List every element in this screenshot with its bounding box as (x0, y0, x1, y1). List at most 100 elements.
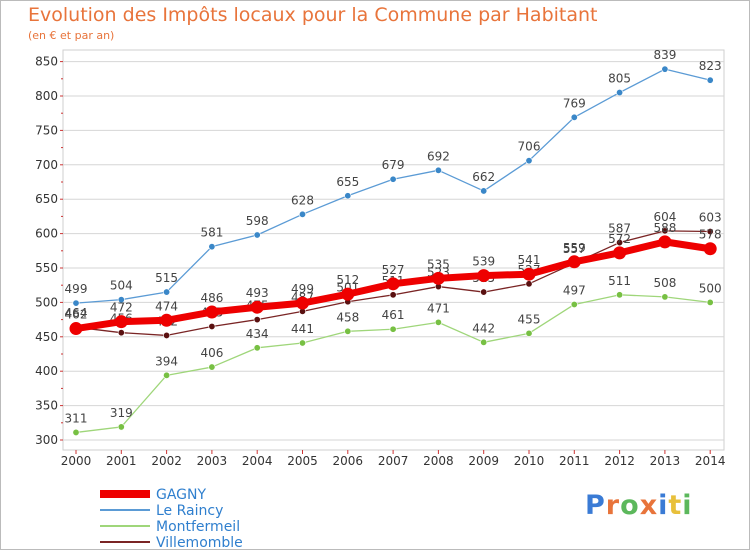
data-point (160, 313, 174, 327)
data-label: 541 (518, 253, 541, 267)
data-point (616, 291, 624, 299)
data-label: 497 (563, 283, 586, 297)
data-label: 499 (65, 282, 88, 296)
legend-label: Montfermeil (156, 519, 240, 535)
data-point (706, 76, 714, 84)
data-label: 679 (382, 158, 405, 172)
x-tick-label: 2002 (151, 454, 182, 468)
x-tick-label: 2009 (468, 454, 499, 468)
data-label: 434 (246, 327, 269, 341)
y-tick-label: 750 (35, 123, 58, 137)
data-label: 471 (427, 301, 450, 315)
logo-letter: P (585, 490, 606, 521)
y-tick-label: 600 (35, 227, 58, 241)
x-tick-label: 2006 (333, 454, 364, 468)
data-point (480, 187, 488, 195)
x-tick-label: 2000 (61, 454, 92, 468)
data-label: 578 (699, 228, 722, 242)
data-label: 823 (699, 59, 722, 73)
data-label: 581 (200, 226, 223, 240)
legend-label: Villemomble (156, 535, 243, 550)
data-label: 394 (155, 354, 178, 368)
x-tick-label: 2014 (695, 454, 726, 468)
x-tick-label: 2003 (197, 454, 228, 468)
logo-letter: o (620, 490, 640, 521)
logo-letter: i (682, 490, 693, 521)
data-point (477, 269, 491, 283)
data-label: 539 (472, 255, 495, 269)
data-label: 462 (65, 308, 88, 322)
data-label: 587 (608, 222, 631, 236)
data-point (658, 235, 672, 249)
data-label: 805 (608, 72, 631, 86)
y-tick-label: 500 (35, 295, 58, 309)
data-point (525, 280, 533, 288)
data-point (703, 242, 717, 256)
data-point (341, 287, 355, 301)
proxiti-logo: Proxiti (585, 490, 693, 521)
data-label: 598 (246, 214, 269, 228)
data-point (431, 271, 445, 285)
data-label: 311 (65, 411, 88, 425)
y-tick-label: 650 (35, 192, 58, 206)
data-point (117, 423, 125, 431)
data-point (570, 300, 578, 308)
logo-letter: x (639, 490, 659, 521)
data-label: 604 (653, 210, 676, 224)
data-point (69, 322, 83, 336)
y-tick-label: 850 (35, 55, 58, 69)
data-point (208, 363, 216, 371)
data-point (72, 428, 80, 436)
logo-letter: i (658, 490, 669, 521)
data-label: 559 (563, 241, 586, 255)
data-point (434, 318, 442, 326)
legend-label: GAGNY (156, 487, 207, 503)
y-tick-label: 450 (35, 330, 58, 344)
x-tick-label: 2008 (423, 454, 454, 468)
data-point (163, 331, 171, 339)
y-tick-label: 800 (35, 89, 58, 103)
data-point (298, 210, 306, 218)
data-point (253, 231, 261, 239)
data-label: 461 (382, 308, 405, 322)
data-label: 839 (653, 48, 676, 62)
data-point (253, 316, 261, 324)
y-tick-label: 700 (35, 158, 58, 172)
data-point (386, 277, 400, 291)
data-label: 472 (110, 301, 133, 315)
data-label: 511 (608, 274, 631, 288)
data-label: 628 (291, 193, 314, 207)
x-tick-label: 2013 (650, 454, 681, 468)
data-label: 512 (336, 273, 359, 287)
logo-letter: r (605, 490, 621, 521)
data-point (567, 255, 581, 269)
legend-label: Le Raincy (156, 503, 223, 519)
y-tick-label: 350 (35, 399, 58, 413)
data-label: 499 (291, 282, 314, 296)
data-point (205, 305, 219, 319)
data-point (525, 157, 533, 165)
data-point (661, 293, 669, 301)
data-label: 515 (155, 271, 178, 285)
data-point (117, 329, 125, 337)
data-point (163, 288, 171, 296)
x-tick-label: 2010 (514, 454, 545, 468)
data-label: 458 (336, 310, 359, 324)
data-point (706, 228, 714, 236)
data-label: 493 (246, 286, 269, 300)
data-label: 441 (291, 322, 314, 336)
data-label: 464 (65, 306, 88, 320)
data-point (114, 315, 128, 329)
data-point (434, 166, 442, 174)
logo-letter: t (668, 490, 683, 521)
y-tick-label: 300 (35, 433, 58, 447)
chart-subtitle: (en € et par an) (28, 29, 115, 42)
x-tick-label: 2001 (106, 454, 137, 468)
data-label: 603 (699, 211, 722, 225)
data-point (344, 327, 352, 335)
y-tick-label: 400 (35, 364, 58, 378)
data-label: 706 (518, 140, 541, 154)
data-point (208, 243, 216, 251)
data-point (296, 296, 309, 310)
